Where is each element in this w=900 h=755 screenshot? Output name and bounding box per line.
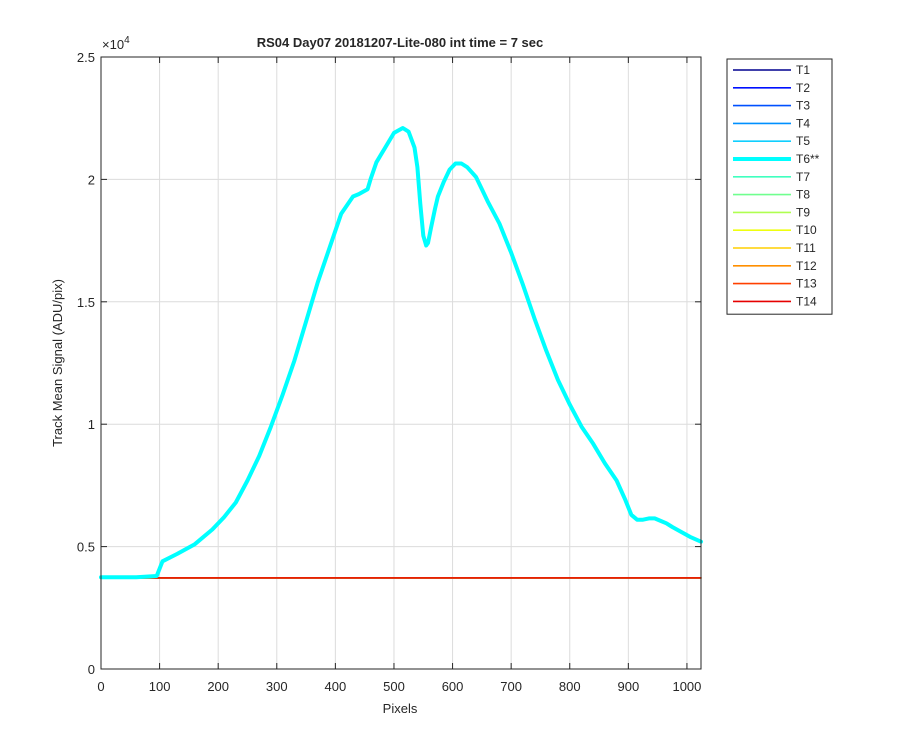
x-tick-label: 600 xyxy=(442,679,464,694)
legend-label: T3 xyxy=(796,99,810,113)
legend-label: T14 xyxy=(796,294,817,308)
legend-label: T13 xyxy=(796,277,817,291)
x-tick-label: 500 xyxy=(383,679,405,694)
x-tick-label: 300 xyxy=(266,679,288,694)
chart-title: RS04 Day07 20181207-Lite-080 int time = … xyxy=(257,35,544,50)
legend-label: T10 xyxy=(796,223,817,237)
exponent-power: 4 xyxy=(124,35,130,46)
plot-area xyxy=(101,57,701,669)
series-line-t6 xyxy=(99,126,703,580)
x-tick-label: 900 xyxy=(617,679,639,694)
y-tick-label: 2.5 xyxy=(77,50,95,65)
legend: T1 T2 T3 T4 T5 T6** T7 T8 T9 T10 T11 T12 T13 T14 xyxy=(726,58,833,315)
x-tick-label: 0 xyxy=(97,679,104,694)
legend-label: T8 xyxy=(796,188,810,202)
y-tick-label: 1.5 xyxy=(77,295,95,310)
plot-border xyxy=(100,56,702,670)
x-tick-label: 800 xyxy=(559,679,581,694)
x-tick-label: 1000 xyxy=(672,679,701,694)
legend-label: T1 xyxy=(796,63,810,77)
x-tick-label: 200 xyxy=(207,679,229,694)
x-tick-label: 100 xyxy=(149,679,171,694)
y-tick-label: 0.5 xyxy=(77,540,95,555)
x-tick-label: 700 xyxy=(500,679,522,694)
legend-label: T5 xyxy=(796,134,810,148)
exponent-base: ×10 xyxy=(102,37,124,52)
x-axis-label: Pixels xyxy=(383,701,418,716)
y-tick-label: 1 xyxy=(88,417,95,432)
x-axis: 0 100 200 300 400 500 600 700 800 900 1000 xyxy=(97,57,701,694)
y-axis: 0 0.5 1 1.5 2 2.5 xyxy=(77,50,701,677)
y-tick-label: 2 xyxy=(88,172,95,187)
legend-label: T9 xyxy=(796,205,810,219)
y-tick-label: 0 xyxy=(88,662,95,677)
x-tick-label: 400 xyxy=(325,679,347,694)
series-layer xyxy=(99,126,703,580)
legend-box xyxy=(726,58,833,315)
legend-label: T2 xyxy=(796,81,810,95)
y-axis-exponent: ×104 xyxy=(102,35,130,52)
legend-label: T4 xyxy=(796,116,810,130)
legend-label: T7 xyxy=(796,170,810,184)
legend-label: T12 xyxy=(796,259,817,273)
legend-label: T6** xyxy=(796,152,820,166)
legend-label: T11 xyxy=(796,241,816,255)
y-axis-label: Track Mean Signal (ADU/pix) xyxy=(50,279,65,447)
